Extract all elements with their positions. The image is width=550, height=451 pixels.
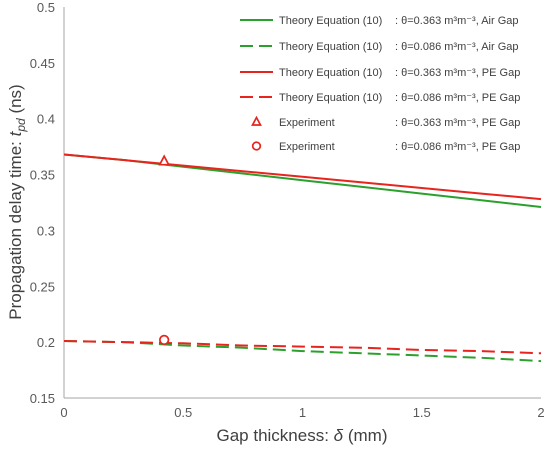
legend-series-condition: : θ=0.363 m³m⁻³, PE Gap — [395, 117, 520, 129]
legend-series-condition: : θ=0.363 m³m⁻³, PE Gap — [395, 67, 520, 79]
legend-series-name: Experiment — [279, 141, 335, 153]
y-axis-title: Propagation delay time: tpd (ns) — [6, 84, 28, 319]
x-tick-label: 1 — [299, 405, 306, 420]
y-tick-label: 0.3 — [37, 223, 55, 238]
series-line-0 — [63, 153, 542, 208]
legend-series-condition: : θ=0.363 m³m⁻³, Air Gap — [395, 15, 519, 27]
series-line-3 — [63, 340, 542, 355]
y-tick-label: 0.2 — [37, 335, 55, 350]
series-layer — [63, 153, 542, 363]
series-line-2 — [63, 153, 542, 201]
x-tick-label: 1.5 — [413, 405, 431, 420]
y-tick-label: 0.15 — [30, 391, 55, 406]
x-tick-label: 0 — [60, 405, 67, 420]
legend-series-name: Theory Equation (10) — [279, 41, 382, 53]
legend-series-name: Theory Equation (10) — [279, 67, 382, 79]
legend-swatch-circle — [251, 141, 262, 151]
y-tick-label: 0.35 — [30, 168, 55, 183]
y-tick-label: 0.25 — [30, 279, 55, 294]
legend-series-condition: : θ=0.086 m³m⁻³, PE Gap — [395, 92, 520, 104]
legend-swatch-triangle — [251, 115, 262, 126]
y-tick-label: 0.4 — [37, 112, 55, 127]
y-tick-label: 0.5 — [37, 0, 55, 15]
legend-series-name: Experiment — [279, 117, 335, 129]
legend-series-name: Theory Equation (10) — [279, 15, 382, 27]
experiment-triangle-point — [158, 154, 171, 166]
legend-series-condition: : θ=0.086 m³m⁻³, PE Gap — [395, 141, 520, 153]
legend-series-name: Theory Equation (10) — [279, 92, 382, 104]
legend: Theory Equation (10) : θ=0.363 m³m⁻³, Air… — [240, 15, 520, 153]
y-tick-labels: 0.15 0.2 0.25 0.3 0.35 0.4 0.45 0.5 — [30, 0, 55, 406]
x-tick-label: 0.5 — [174, 405, 192, 420]
y-tick-label: 0.45 — [30, 56, 55, 71]
plot-area — [63, 7, 541, 399]
legend-series-condition: : θ=0.086 m³m⁻³, Air Gap — [395, 41, 519, 53]
x-tick-labels: 0 0.5 1 1.5 2 — [60, 405, 544, 420]
x-axis-title: Gap thickness: δ (mm) — [217, 426, 388, 445]
x-tick-label: 2 — [537, 405, 544, 420]
experiment-circle-point — [159, 334, 170, 346]
